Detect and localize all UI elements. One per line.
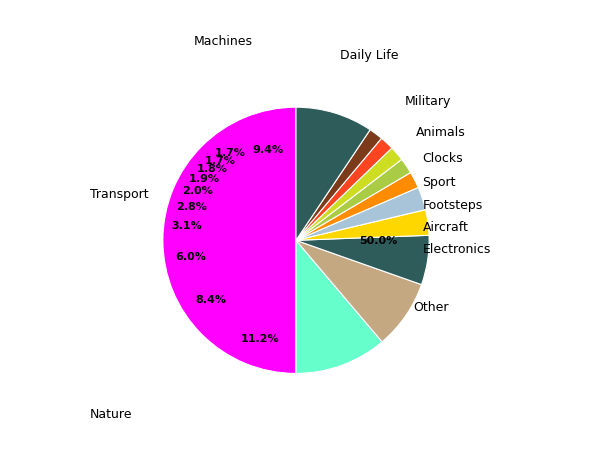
Text: Footsteps: Footsteps — [423, 198, 482, 212]
Text: 11.2%: 11.2% — [241, 333, 279, 343]
Wedge shape — [163, 108, 296, 374]
Wedge shape — [296, 108, 370, 241]
Text: 1.7%: 1.7% — [214, 147, 245, 157]
Text: Nature: Nature — [89, 407, 132, 420]
Wedge shape — [296, 173, 418, 241]
Wedge shape — [296, 188, 426, 241]
Text: 2.8%: 2.8% — [176, 201, 207, 211]
Text: 3.1%: 3.1% — [171, 221, 202, 231]
Text: 2.0%: 2.0% — [182, 186, 213, 196]
Text: 6.0%: 6.0% — [175, 252, 206, 262]
Text: 9.4%: 9.4% — [253, 144, 284, 154]
Wedge shape — [296, 236, 429, 285]
Text: 50.0%: 50.0% — [359, 236, 398, 246]
Wedge shape — [296, 139, 392, 241]
Text: Transport: Transport — [89, 188, 148, 201]
Wedge shape — [296, 160, 411, 241]
Text: Aircraft: Aircraft — [423, 221, 468, 234]
Wedge shape — [296, 149, 402, 241]
Text: 1.9%: 1.9% — [189, 174, 220, 184]
Text: Other: Other — [413, 301, 449, 313]
Text: 1.8%: 1.8% — [197, 164, 228, 174]
Wedge shape — [296, 131, 381, 241]
Text: Electronics: Electronics — [423, 242, 491, 255]
Text: 1.7%: 1.7% — [205, 155, 236, 165]
Text: Sport: Sport — [423, 176, 456, 189]
Wedge shape — [296, 210, 429, 241]
Text: Animals: Animals — [416, 126, 465, 138]
Text: Daily Life: Daily Life — [340, 49, 398, 61]
Text: 8.4%: 8.4% — [195, 294, 226, 304]
Wedge shape — [296, 241, 422, 342]
Wedge shape — [296, 241, 382, 374]
Text: Military: Military — [405, 95, 452, 108]
Text: Machines: Machines — [193, 35, 252, 48]
Text: Clocks: Clocks — [423, 152, 463, 165]
